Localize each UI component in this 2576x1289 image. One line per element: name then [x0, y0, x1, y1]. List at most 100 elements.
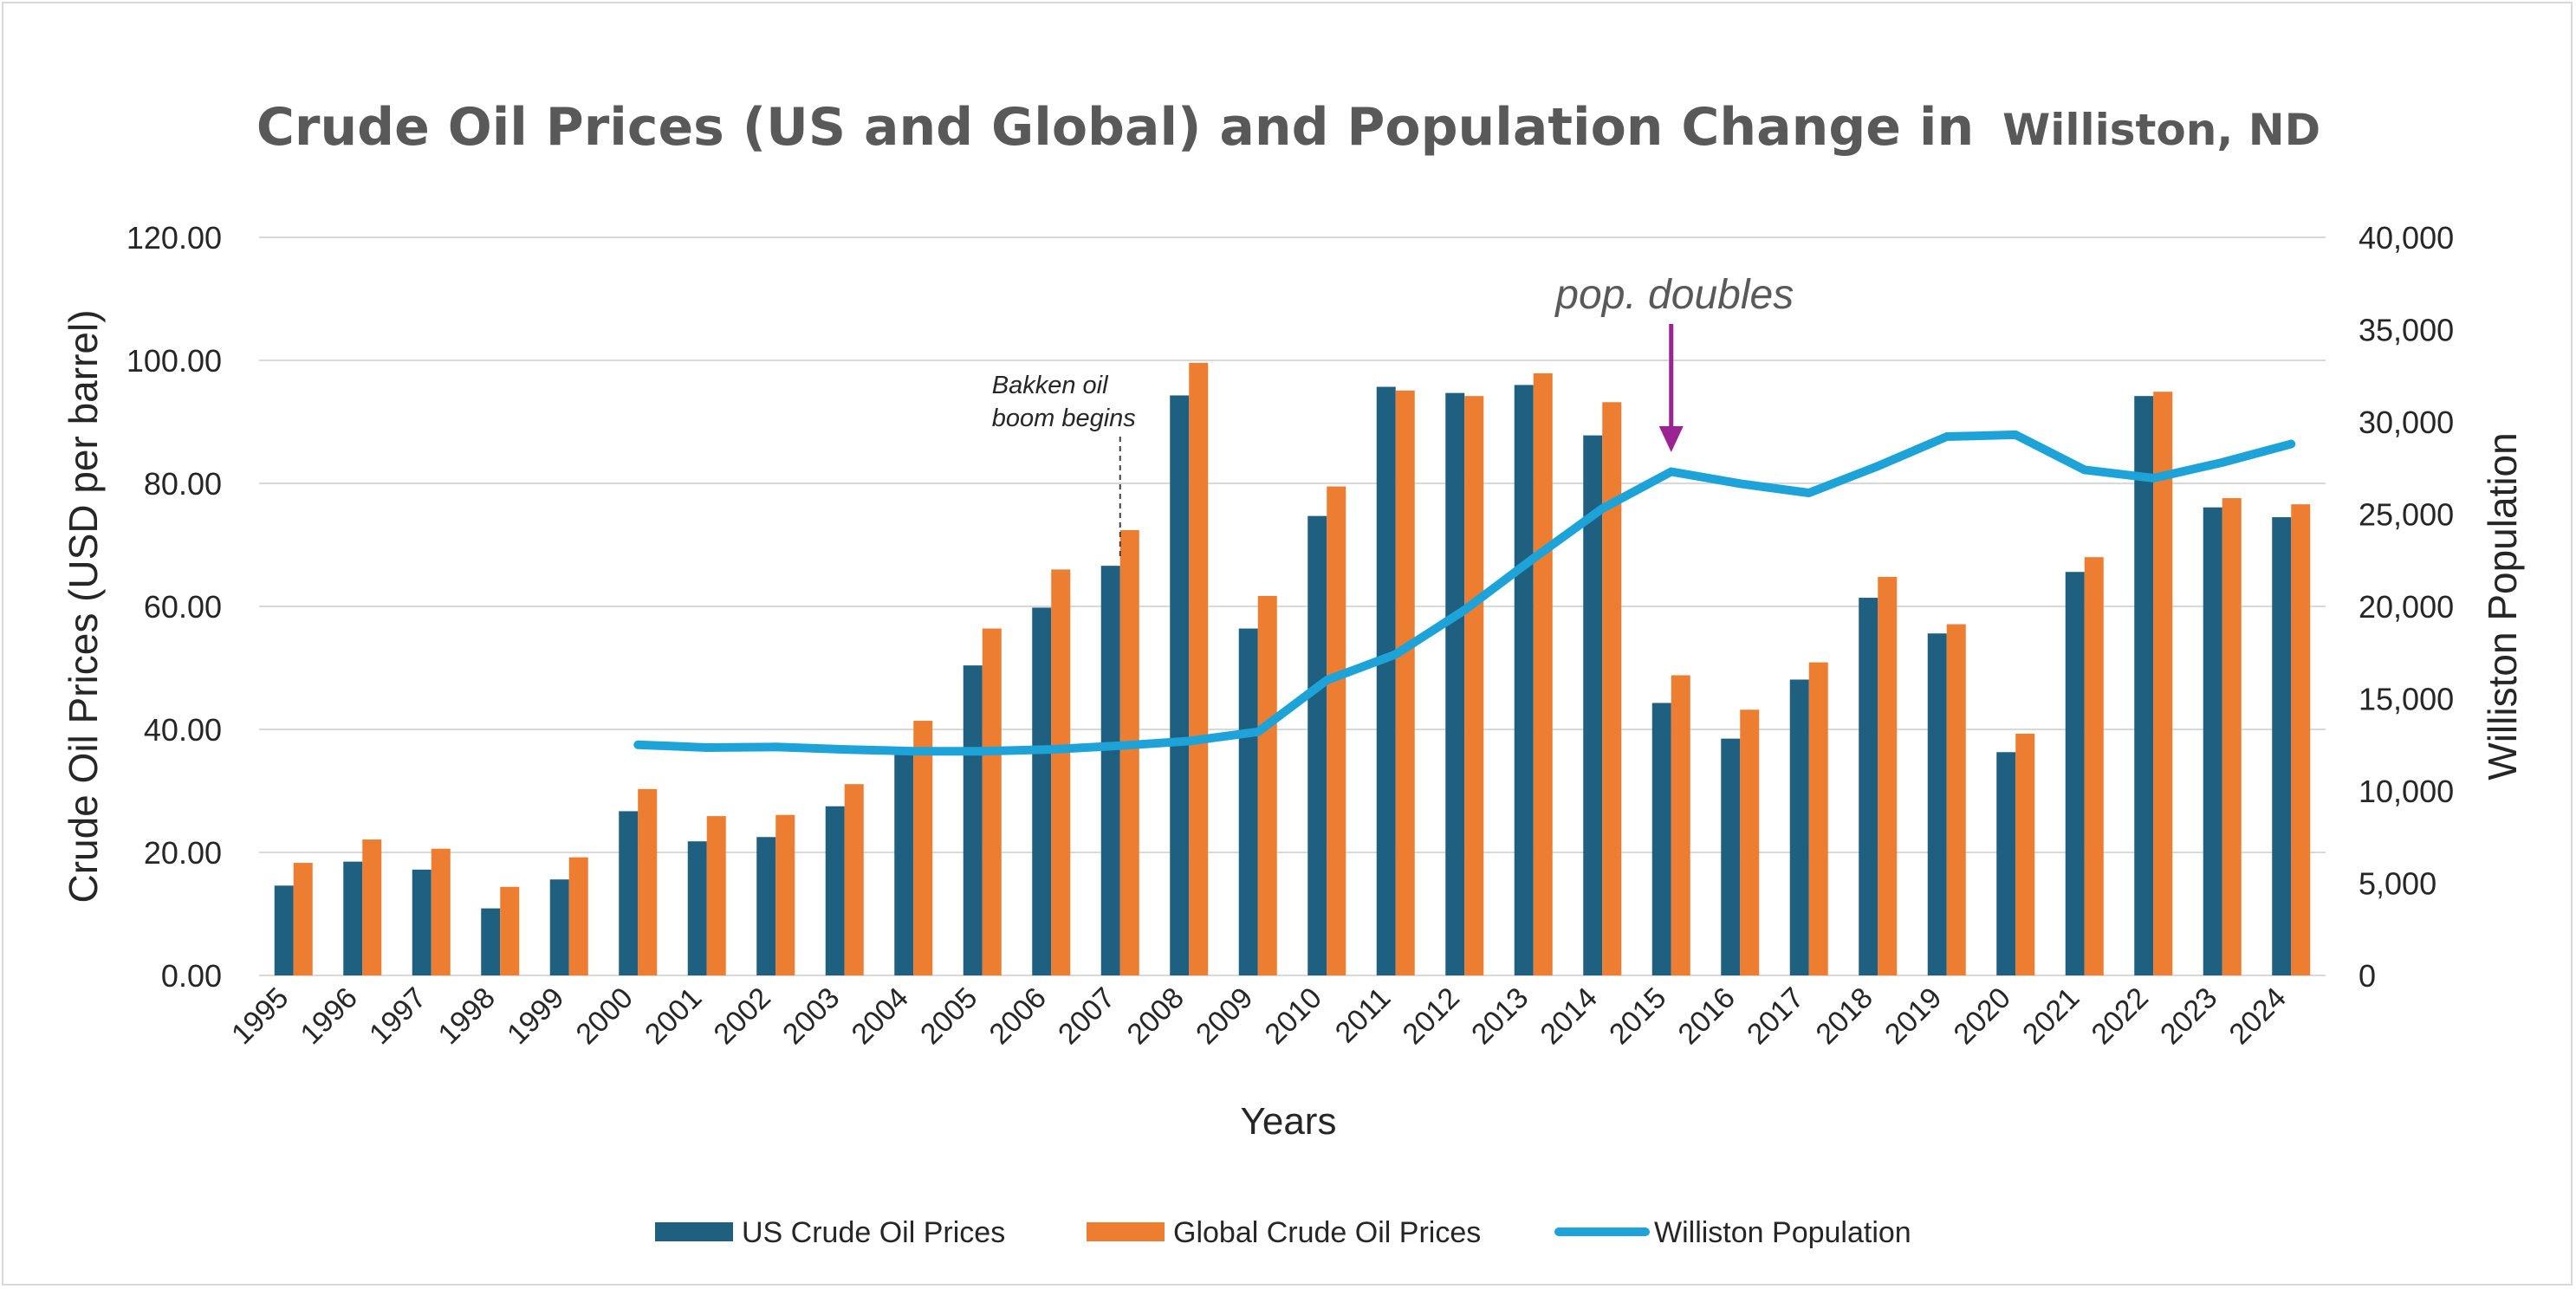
bar-global-2024 — [2291, 504, 2311, 975]
pop-doubles-annotation-text: pop. doubles — [1554, 272, 1794, 318]
population-point-2010 — [1326, 679, 1328, 682]
x-tick-label: 2024 — [2223, 981, 2293, 1051]
x-tick-label: 2017 — [1741, 981, 1810, 1051]
bar-us-1999 — [549, 879, 569, 975]
legend-global-label: Global Crude Oil Prices — [1173, 1216, 1481, 1249]
bar-global-2005 — [982, 628, 1002, 975]
y2-tick-label: 5,000 — [2359, 866, 2436, 902]
legend: US Crude Oil Prices Global Crude Oil Pric… — [655, 1216, 1911, 1249]
y2-tick-label: 15,000 — [2359, 682, 2454, 717]
population-point-2009 — [1256, 730, 1259, 733]
bar-global-2014 — [1602, 402, 1622, 975]
bar-us-2007 — [1100, 566, 1120, 975]
x-tick-label: 2020 — [1948, 981, 2017, 1051]
bar-us-2019 — [1927, 633, 1947, 975]
y2-tick-label: 25,000 — [2359, 497, 2454, 533]
legend-population-label: Williston Population — [1654, 1216, 1911, 1249]
combo-chart: Bakken oil boom begins pop. doubles 0.00 20… — [61, 97, 2525, 1249]
x-tick-label: 1997 — [363, 981, 432, 1051]
x-tick-label: 1998 — [432, 981, 502, 1051]
bar-us-2015 — [1651, 703, 1671, 975]
title-main: Crude Oil Prices (US and Global) and Pop… — [256, 97, 1974, 158]
x-tick-label: 1996 — [295, 981, 364, 1051]
bar-us-2005 — [963, 665, 983, 975]
population-point-2007 — [1119, 744, 1121, 747]
bar-us-1998 — [481, 908, 501, 975]
population-point-2011 — [1394, 653, 1397, 656]
x-tick-label: 2005 — [914, 981, 983, 1051]
x-tick-label: 2019 — [1878, 981, 1948, 1051]
population-point-2002 — [775, 746, 777, 748]
y2-tick-label: 35,000 — [2359, 313, 2454, 348]
bar-global-2018 — [1878, 576, 1898, 975]
x-tick-label: 2002 — [708, 981, 777, 1051]
y-tick-label: 80.00 — [144, 466, 222, 502]
population-point-2018 — [1877, 465, 1879, 468]
x-tick-label: 1995 — [225, 981, 295, 1051]
bar-us-2024 — [2272, 517, 2292, 975]
bar-global-1997 — [431, 848, 451, 975]
x-tick-label: 2015 — [1603, 981, 1672, 1051]
bar-global-2021 — [2084, 557, 2104, 975]
bar-global-2000 — [638, 788, 658, 975]
population-point-2004 — [912, 750, 915, 753]
bar-us-2023 — [2203, 507, 2222, 975]
bar-us-2013 — [1514, 385, 1534, 975]
y-tick-label: 120.00 — [127, 220, 222, 256]
bar-global-2010 — [1327, 486, 1346, 975]
x-tick-label: 2013 — [1465, 981, 1535, 1051]
bar-global-1996 — [362, 839, 382, 975]
bar-us-2008 — [1170, 395, 1190, 976]
x-tick-label: 2022 — [2086, 981, 2155, 1051]
gridlines — [259, 236, 2326, 976]
bar-us-2010 — [1307, 515, 1327, 975]
population-point-2012 — [1463, 609, 1466, 612]
bar-global-2001 — [706, 816, 726, 975]
population-point-2005 — [981, 750, 983, 753]
bars — [274, 362, 2311, 976]
axes: 0.00 20.00 40.00 60.00 80.00 100.00 120.00 0 5,0… — [127, 220, 2454, 1051]
x-tick-label: 2000 — [570, 981, 639, 1051]
y-tick-label: 60.00 — [144, 589, 222, 625]
population-point-2003 — [843, 748, 846, 751]
bar-global-2006 — [1051, 569, 1071, 975]
bar-global-2023 — [2222, 498, 2242, 975]
y-tick-label: 20.00 — [144, 835, 222, 871]
bar-global-2019 — [1946, 624, 1966, 975]
population-point-2020 — [2015, 433, 2017, 436]
population-point-2019 — [1945, 436, 1948, 438]
population-point-2016 — [1739, 483, 1742, 485]
bar-us-2020 — [1996, 752, 2016, 975]
population-point-2024 — [2290, 443, 2293, 445]
x-tick-label: 2006 — [983, 981, 1053, 1051]
bar-global-1999 — [568, 857, 588, 975]
y2-tick-label: 10,000 — [2359, 774, 2454, 809]
title-place: Williston, ND — [2002, 105, 2320, 155]
bar-us-2006 — [1032, 607, 1052, 975]
bar-global-2011 — [1395, 390, 1415, 975]
y-axis-title: Crude Oil Prices (USD per barrel) — [61, 309, 106, 903]
bar-global-2013 — [1533, 372, 1553, 975]
y-tick-label: 100.00 — [127, 343, 222, 379]
bar-us-2014 — [1583, 435, 1603, 975]
y2-tick-label: 40,000 — [2359, 220, 2454, 256]
bar-us-1995 — [274, 885, 294, 975]
bar-us-1997 — [412, 869, 431, 975]
bakken-annotation-text: Bakken oil — [992, 372, 1109, 399]
bar-us-2004 — [894, 748, 914, 975]
bar-global-1998 — [500, 886, 520, 975]
bar-global-2007 — [1119, 529, 1139, 975]
y2-axis-title: Williston Population — [2480, 432, 2525, 780]
population-point-2006 — [1050, 748, 1053, 751]
population-point-2023 — [2221, 461, 2223, 463]
x-tick-label: 2007 — [1052, 981, 1121, 1051]
bar-us-1996 — [343, 861, 363, 975]
bar-global-2008 — [1189, 362, 1209, 976]
bar-global-2004 — [913, 721, 933, 975]
x-tick-label: 2012 — [1397, 981, 1466, 1051]
x-tick-label: 2010 — [1259, 981, 1328, 1051]
y-tick-label: 0.00 — [161, 958, 222, 994]
bar-us-2001 — [687, 841, 707, 975]
population-point-2015 — [1670, 470, 1672, 473]
